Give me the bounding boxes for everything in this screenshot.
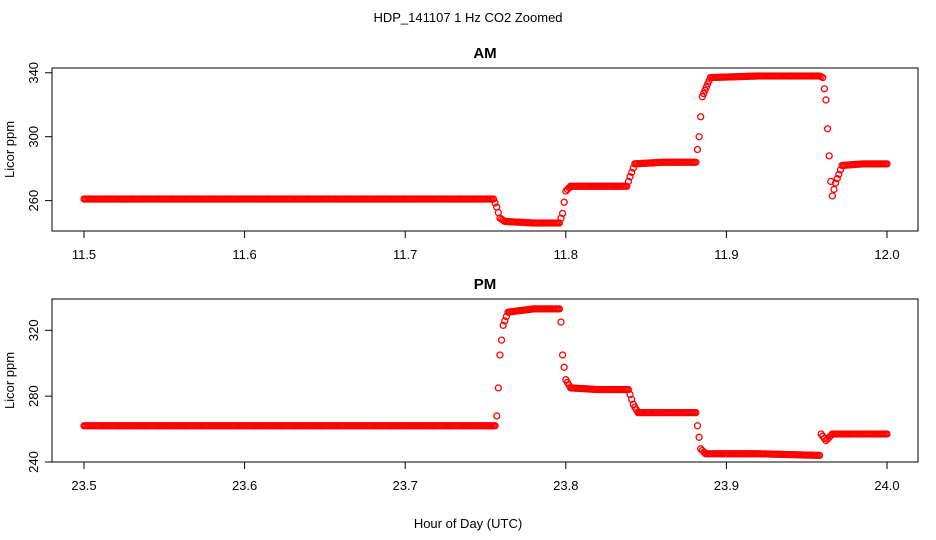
data-point — [623, 182, 631, 190]
pm-panel: PM 23.5 23.6 23.7 23.8 23.9 24.0 240 280 320 Licor… — [2, 276, 919, 493]
data-point — [557, 318, 565, 326]
figure-title: HDP_141107 1 Hz CO2 Zoomed — [373, 10, 562, 25]
data-point — [819, 73, 827, 82]
am-x-tick-label: 11.8 — [554, 247, 578, 262]
data-point — [697, 113, 705, 121]
x-axis-label: Hour of Day (UTC) — [414, 516, 522, 531]
am-panel: AM 11.5 11.6 11.7 11.8 11.9 12.0 260 300 340 Licor… — [2, 45, 919, 262]
data-point — [558, 209, 567, 218]
pm-y-tick-label: 320 — [26, 319, 41, 341]
data-point — [494, 384, 503, 392]
pm-x-tick-label: 24.0 — [874, 478, 899, 493]
data-point — [831, 179, 840, 187]
am-x-tick-label: 12.0 — [874, 247, 899, 262]
data-point — [491, 422, 499, 430]
data-point — [491, 199, 499, 207]
am-y-tick-label: 300 — [26, 126, 41, 148]
data-point — [489, 195, 498, 203]
pm-data-points — [80, 305, 891, 460]
am-y-tick-label: 260 — [26, 190, 41, 212]
pm-x-tick-label: 23.5 — [71, 478, 96, 493]
data-point — [833, 175, 841, 183]
pm-x-tick-label: 23.6 — [232, 478, 257, 493]
data-point — [555, 305, 564, 313]
data-point — [830, 185, 838, 194]
data-point — [815, 451, 824, 460]
data-point — [493, 412, 501, 420]
data-point — [883, 430, 891, 438]
am-x-tick-label: 11.7 — [393, 247, 417, 262]
am-data-points — [80, 72, 891, 227]
data-point — [828, 192, 837, 200]
am-x-tick-label: 11.9 — [714, 247, 738, 262]
data-point — [695, 433, 703, 441]
pm-x-tick-label: 23.8 — [553, 478, 578, 493]
data-point — [883, 160, 891, 168]
data-point — [820, 85, 829, 93]
pm-plot-frame — [51, 298, 919, 463]
data-point — [560, 363, 568, 371]
data-point — [624, 177, 633, 186]
pm-x-tick-label: 23.9 — [714, 478, 739, 493]
data-point — [693, 145, 702, 154]
data-point — [693, 422, 702, 430]
am-plot-frame — [51, 67, 919, 232]
data-point — [557, 214, 565, 222]
pm-y-tick-label: 280 — [26, 385, 41, 407]
data-point — [822, 96, 830, 104]
data-point — [823, 125, 832, 133]
am-x-tick-label: 11.5 — [72, 247, 96, 262]
am-panel-title: AM — [473, 45, 496, 62]
data-point — [560, 198, 568, 206]
data-point — [626, 173, 634, 181]
data-point — [496, 351, 504, 359]
data-point — [825, 152, 833, 160]
data-point — [555, 219, 564, 227]
data-point — [499, 321, 507, 329]
am-x-tick-label: 11.6 — [232, 247, 256, 262]
pm-y-axis-label: Licor ppm — [2, 352, 17, 409]
data-point — [692, 408, 700, 417]
data-point — [497, 336, 506, 344]
data-point — [501, 317, 509, 325]
data-point — [628, 168, 636, 177]
pm-y-tick-label: 240 — [26, 451, 41, 473]
data-point — [692, 158, 700, 166]
pm-x-tick-label: 23.7 — [393, 478, 418, 493]
data-point — [827, 177, 835, 186]
am-y-tick-label: 340 — [26, 62, 41, 84]
data-point — [835, 170, 843, 178]
pm-panel-title: PM — [474, 276, 497, 293]
data-point — [558, 351, 567, 359]
am-y-axis-label: Licor ppm — [2, 121, 17, 178]
data-point — [695, 133, 703, 141]
